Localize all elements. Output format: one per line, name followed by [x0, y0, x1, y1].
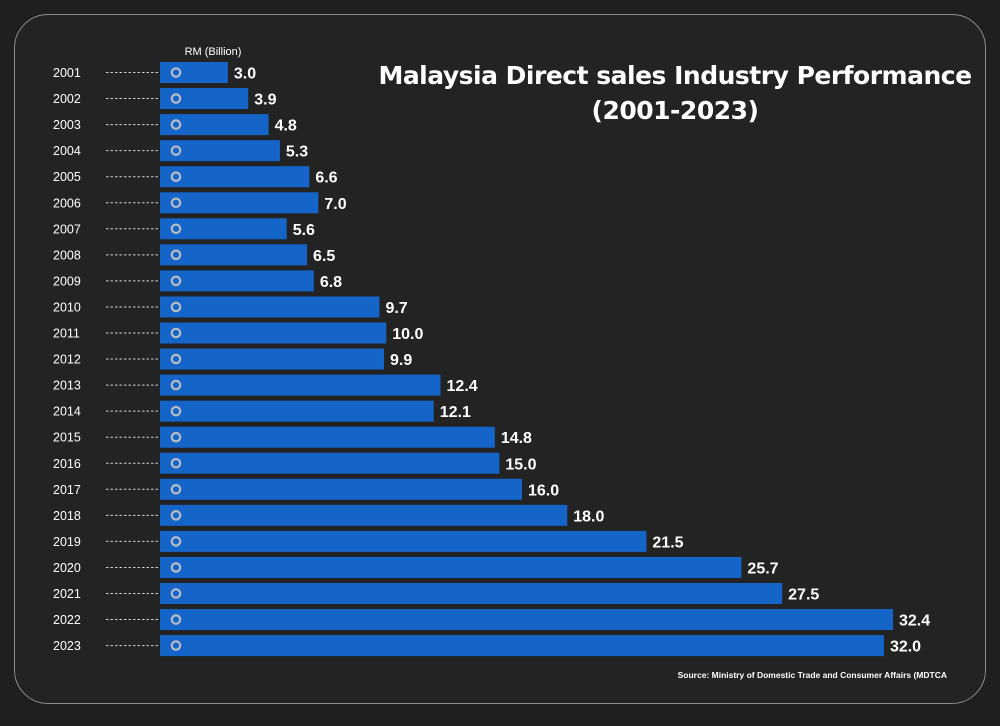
value-label: 16.0	[528, 482, 559, 499]
year-label: 2015	[53, 431, 81, 445]
value-label: 6.6	[315, 170, 337, 187]
value-label: 25.7	[747, 560, 778, 577]
bar	[160, 400, 434, 422]
year-label: 2016	[53, 457, 81, 471]
ring-marker	[170, 275, 182, 287]
value-label: 5.6	[293, 222, 315, 239]
ring-marker	[170, 431, 182, 443]
value-label: 5.3	[286, 144, 308, 161]
ring-marker	[170, 588, 182, 599]
value-label: 12.1	[440, 404, 471, 421]
bar	[160, 270, 314, 292]
year-label: 2010	[53, 300, 81, 314]
year-label: 2002	[53, 92, 81, 106]
year-label: 2023	[53, 639, 81, 653]
ring-marker	[170, 249, 182, 261]
ring-marker	[170, 536, 182, 547]
bar	[160, 218, 287, 240]
ring-marker	[170, 483, 182, 495]
year-label: 2021	[53, 587, 81, 601]
bar	[160, 374, 441, 396]
bar	[160, 635, 884, 657]
value-label: 18.0	[573, 508, 604, 525]
ring-marker	[170, 223, 182, 235]
year-label: 2020	[53, 561, 81, 575]
bar	[160, 556, 742, 578]
year-label: 2014	[53, 405, 81, 419]
bar	[160, 322, 387, 344]
value-label: 10.0	[392, 326, 423, 343]
value-label: 6.8	[320, 274, 342, 291]
ring-marker	[170, 171, 182, 182]
value-label: 9.9	[390, 352, 412, 369]
year-label: 2004	[53, 144, 81, 158]
ring-marker	[170, 145, 182, 156]
ring-marker	[170, 93, 182, 104]
bar	[160, 478, 522, 500]
ring-marker	[170, 614, 182, 625]
year-label: 2011	[53, 327, 80, 341]
chart-title-line-1: Malaysia Direct sales Industry Performan…	[378, 61, 972, 90]
ring-marker	[170, 457, 182, 469]
value-label: 14.8	[501, 430, 532, 447]
ring-marker	[170, 510, 182, 521]
year-label: 2022	[53, 613, 81, 627]
value-label: 9.7	[385, 300, 407, 317]
value-label: 3.9	[254, 92, 276, 109]
ring-marker	[170, 327, 182, 339]
year-label: 2018	[53, 509, 81, 523]
bar	[160, 140, 280, 162]
value-label: 4.8	[275, 118, 297, 135]
unit-label: RM (Billion)	[185, 46, 242, 58]
year-label: 2003	[53, 118, 81, 132]
value-label: 32.4	[899, 613, 930, 630]
source-note: Source: Ministry of Domestic Trade and C…	[677, 670, 947, 680]
bar	[160, 426, 495, 448]
ring-marker	[170, 353, 182, 365]
bar	[160, 583, 783, 604]
bar	[160, 114, 269, 136]
chart-title-line-2: (2001-2023)	[591, 96, 759, 125]
ring-marker	[170, 379, 182, 391]
bar	[160, 452, 500, 474]
ring-marker	[170, 301, 182, 313]
value-label: 6.5	[313, 248, 335, 265]
chart-title: Malaysia Direct sales Industry Performan…	[375, 58, 975, 128]
year-label: 2009	[53, 274, 81, 288]
bar	[160, 609, 893, 631]
ring-marker	[170, 197, 182, 209]
bar	[160, 88, 249, 110]
bar	[160, 530, 647, 552]
value-label: 7.0	[324, 196, 346, 213]
ring-marker	[170, 67, 182, 78]
year-label: 2006	[53, 196, 81, 210]
value-label: 3.0	[234, 66, 256, 83]
bar	[160, 244, 308, 266]
year-label: 2008	[53, 248, 81, 262]
year-label: 2001	[53, 66, 81, 80]
year-label: 2019	[53, 535, 81, 549]
year-label: 2017	[53, 483, 81, 497]
value-label: 21.5	[652, 534, 683, 551]
year-label: 2012	[53, 353, 81, 367]
value-label: 27.5	[788, 587, 819, 604]
ring-marker	[170, 562, 182, 573]
year-label: 2007	[53, 222, 81, 236]
bar	[160, 166, 310, 188]
ring-marker	[170, 405, 182, 417]
bar	[160, 296, 380, 318]
year-label: 2013	[53, 379, 81, 393]
value-label: 32.0	[890, 639, 921, 656]
bar	[160, 348, 384, 370]
year-label: 2005	[53, 170, 81, 184]
ring-marker	[170, 640, 182, 651]
value-label: 15.0	[505, 456, 536, 473]
ring-marker	[170, 119, 182, 130]
bar	[160, 504, 568, 526]
bar	[160, 192, 319, 214]
value-label: 12.4	[447, 378, 478, 395]
bar	[160, 62, 228, 83]
